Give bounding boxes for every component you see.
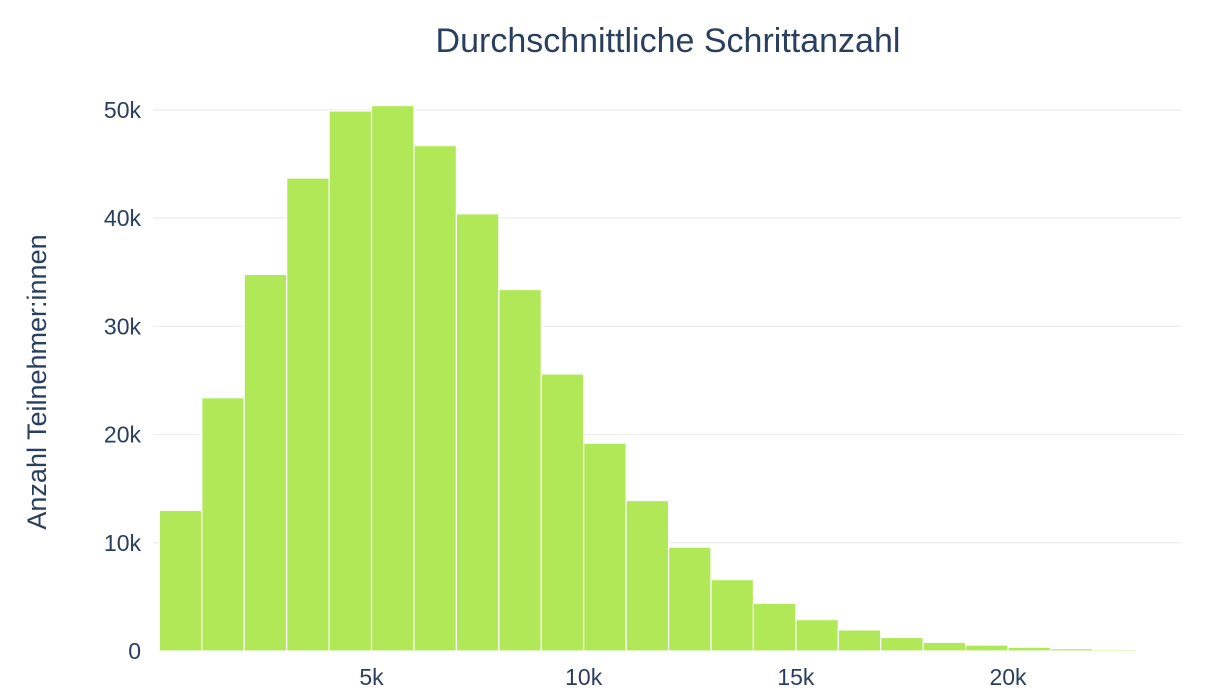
x-tick-label: 5k xyxy=(359,664,384,690)
histogram-bar xyxy=(1134,649,1179,652)
histogram-bar xyxy=(710,578,755,652)
histogram-bar xyxy=(1049,648,1094,652)
histogram-bar xyxy=(667,546,712,652)
histogram-bar xyxy=(752,602,797,652)
histogram-bar xyxy=(158,509,203,652)
y-tick-label: 20k xyxy=(104,422,142,448)
histogram-bar xyxy=(625,499,670,652)
y-tick-label: 40k xyxy=(104,205,142,231)
histogram-bar xyxy=(455,213,500,652)
y-tick-label: 30k xyxy=(104,313,142,339)
y-axis-label: Anzahl Teilnehmer:innen xyxy=(22,234,52,529)
histogram-bar xyxy=(583,442,627,652)
y-axis-ticks: 0 10k 20k 30k 40k 50k xyxy=(104,97,142,664)
x-tick-label: 20k xyxy=(989,664,1027,690)
x-axis-ticks: 5k 10k 15k 20k xyxy=(359,664,1027,690)
histogram-bar xyxy=(328,110,373,652)
histogram-bar xyxy=(1007,646,1052,652)
histogram-bar xyxy=(1092,648,1136,652)
histogram-bar xyxy=(837,629,882,652)
histogram-bar xyxy=(540,373,585,652)
histogram-bar xyxy=(370,104,415,652)
x-tick-label: 10k xyxy=(565,664,603,690)
histogram-bar xyxy=(413,144,457,652)
histogram-bar xyxy=(201,397,245,652)
histogram-bar xyxy=(880,636,924,652)
histogram-bar xyxy=(498,288,542,652)
x-tick-label: 15k xyxy=(777,664,815,690)
histogram-bar xyxy=(795,619,839,652)
y-tick-label: 10k xyxy=(104,530,142,556)
histogram-bar xyxy=(243,273,288,652)
histogram-bar xyxy=(286,177,330,652)
histogram-bar xyxy=(922,641,967,652)
chart-title: Durchschnittliche Schrittanzahl xyxy=(436,22,901,60)
y-tick-label: 50k xyxy=(104,97,142,123)
y-tick-label: 0 xyxy=(128,638,141,664)
bars xyxy=(158,104,1179,652)
histogram-bar xyxy=(964,644,1009,652)
